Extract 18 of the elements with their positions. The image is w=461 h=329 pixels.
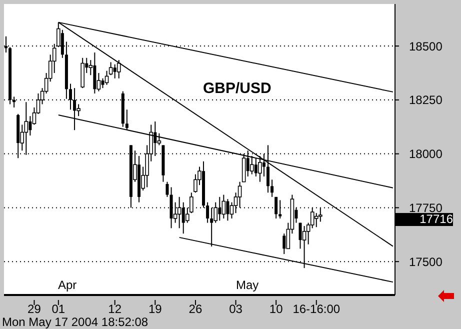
text: 17716 [395, 212, 453, 226]
y-tick-label: 18250 [409, 93, 443, 108]
x-tick-label: 12 [108, 302, 122, 316]
y-tick-label: 18500 [409, 39, 443, 54]
x-tick-label: 26 [188, 302, 202, 316]
text: Mon May 17 2004 18:52:08 [2, 315, 148, 329]
x-tick-label: 29 [28, 302, 42, 316]
text: GBP/USD [203, 80, 272, 97]
y-tick-label: 18000 [409, 147, 443, 162]
y-tick-label: 17750 [409, 200, 443, 215]
x-tick-label: 01 [52, 302, 66, 316]
x-tick-label: 03 [229, 302, 243, 316]
x-tick-label: 10 [269, 302, 284, 316]
x-tick-label: 16-16:00 [292, 302, 340, 316]
annotation: Apr [58, 278, 77, 292]
annotation: May [236, 278, 259, 292]
x-tick-label: 19 [148, 302, 162, 316]
y-tick-label: 17500 [409, 254, 443, 269]
